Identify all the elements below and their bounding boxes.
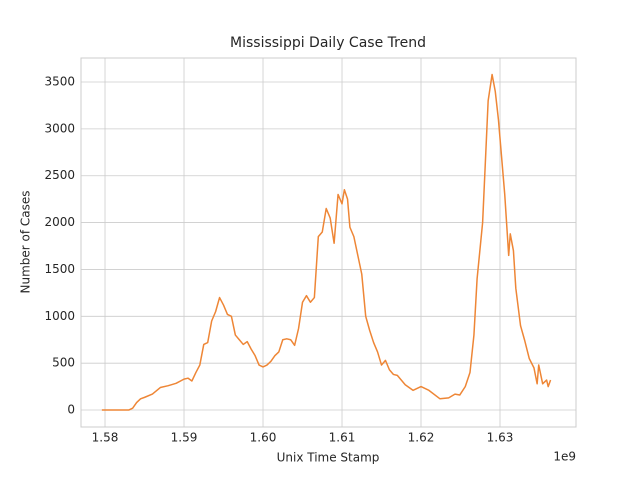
- y-tick-label: 1500: [44, 262, 75, 276]
- y-tick-label: 3000: [44, 121, 75, 135]
- y-tick-label: 1000: [44, 309, 75, 323]
- y-tick-label: 500: [52, 356, 75, 370]
- x-tick-label: 1.58: [92, 431, 119, 445]
- y-axis-label: Number of Cases: [19, 190, 33, 293]
- x-tick-label: 1.60: [250, 431, 277, 445]
- x-offset-label: 1e9: [553, 450, 576, 464]
- y-tick-label: 3500: [44, 74, 75, 88]
- y-tick-label: 0: [67, 403, 75, 417]
- y-tick-label: 2500: [44, 168, 75, 182]
- x-tick-label: 1.63: [487, 431, 514, 445]
- x-tick-label: 1.61: [329, 431, 356, 445]
- x-axis-label: Unix Time Stamp: [277, 451, 380, 465]
- x-tick-label: 1.59: [171, 431, 198, 445]
- y-tick-label: 2000: [44, 215, 75, 229]
- x-tick-label: 1.62: [408, 431, 435, 445]
- data-line: [101, 73, 552, 411]
- chart-title: Mississippi Daily Case Trend: [230, 35, 426, 51]
- plot-frame: [80, 57, 577, 428]
